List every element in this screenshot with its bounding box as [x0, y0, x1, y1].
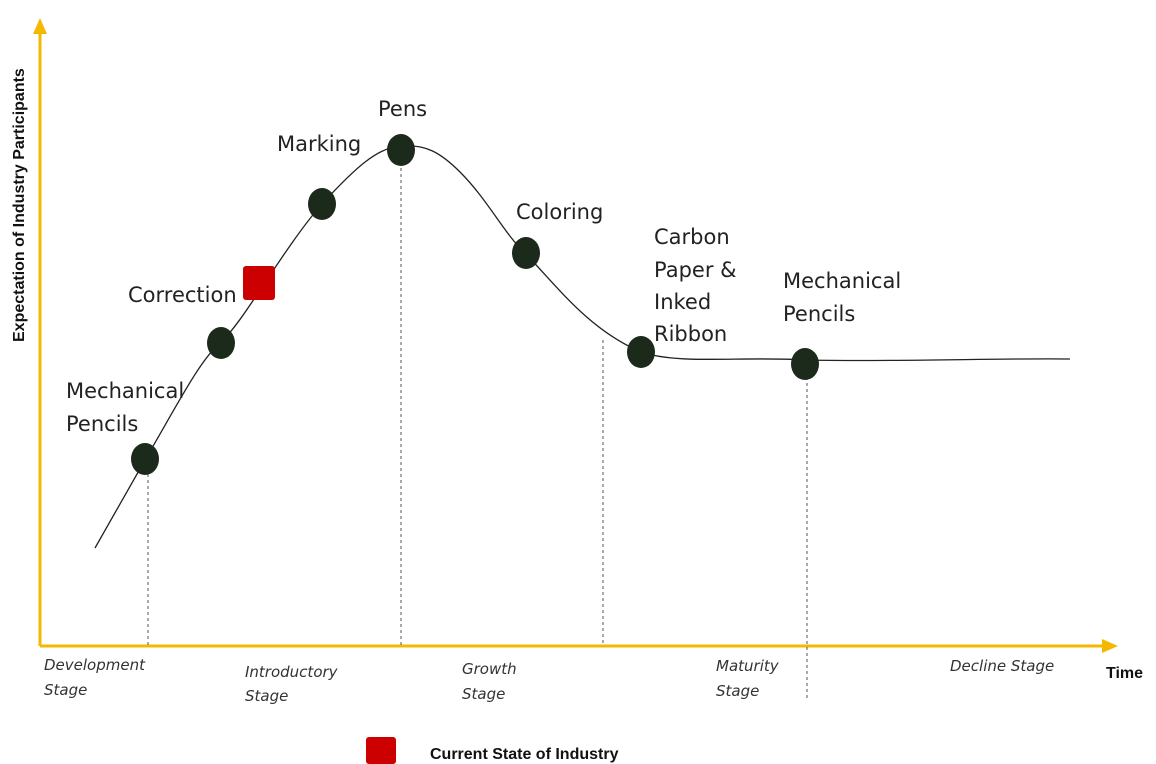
- x-axis-title: Time: [1106, 665, 1143, 682]
- label-marking: Marking: [277, 132, 361, 156]
- stage-development-line1: Development: [44, 656, 146, 674]
- legend-label: Current State of Industry: [430, 746, 619, 763]
- x-axis-arrowhead: [1102, 639, 1118, 653]
- stage-maturity-line1: Maturity: [716, 657, 780, 675]
- stage-growth-line1: Growth: [462, 660, 517, 678]
- label-coloring: Coloring: [516, 200, 603, 224]
- stage-introductory-line2: Stage: [245, 687, 288, 705]
- label-mechanical-pencils-2-line1: Mechanical: [783, 269, 901, 293]
- stage-development: Development Stage: [44, 656, 150, 699]
- label-carbon-paper-line2: Paper &: [654, 258, 737, 282]
- label-mechanical-pencils-1: Mechanical Pencils: [66, 379, 191, 436]
- point-unlabeled: [207, 327, 235, 359]
- label-carbon-paper-line3: Inked: [654, 290, 711, 314]
- point-mechanical-pencils-maturity: [791, 348, 819, 380]
- label-carbon-paper-line1: Carbon: [654, 225, 730, 249]
- label-mechanical-pencils-1-line2: Pencils: [66, 412, 138, 436]
- legend-swatch: [366, 737, 396, 764]
- legend: Current State of Industry: [366, 737, 619, 764]
- point-carbon-paper: [627, 336, 655, 368]
- label-mechanical-pencils-1-line1: Mechanical: [66, 379, 184, 403]
- stage-growth-line2: Stage: [462, 685, 505, 703]
- label-carbon-paper-line4: Ribbon: [654, 322, 727, 346]
- point-marking: [308, 188, 336, 220]
- label-correction: Correction: [128, 283, 237, 307]
- point-pens: [387, 134, 415, 166]
- label-mechanical-pencils-2: Mechanical Pencils: [783, 269, 908, 326]
- stage-maturity-line2: Stage: [716, 682, 759, 700]
- stage-decline: Decline Stage: [950, 657, 1054, 675]
- stage-maturity: Maturity Stage: [716, 657, 783, 700]
- label-pens: Pens: [378, 97, 427, 121]
- label-carbon-paper: Carbon Paper & Inked Ribbon: [654, 225, 743, 346]
- point-mechanical-pencils-intro: [131, 443, 159, 475]
- stage-introductory: Introductory Stage: [245, 663, 342, 705]
- stage-introductory-line1: Introductory: [245, 663, 339, 681]
- y-axis-arrowhead: [33, 18, 47, 34]
- point-correction-current-state: [243, 266, 275, 300]
- stage-growth: Growth Stage: [462, 660, 521, 703]
- point-coloring: [512, 237, 540, 269]
- stage-development-line2: Stage: [44, 681, 87, 699]
- y-axis-title: Expectation of Industry Participants: [11, 68, 28, 342]
- label-mechanical-pencils-2-line2: Pencils: [783, 302, 855, 326]
